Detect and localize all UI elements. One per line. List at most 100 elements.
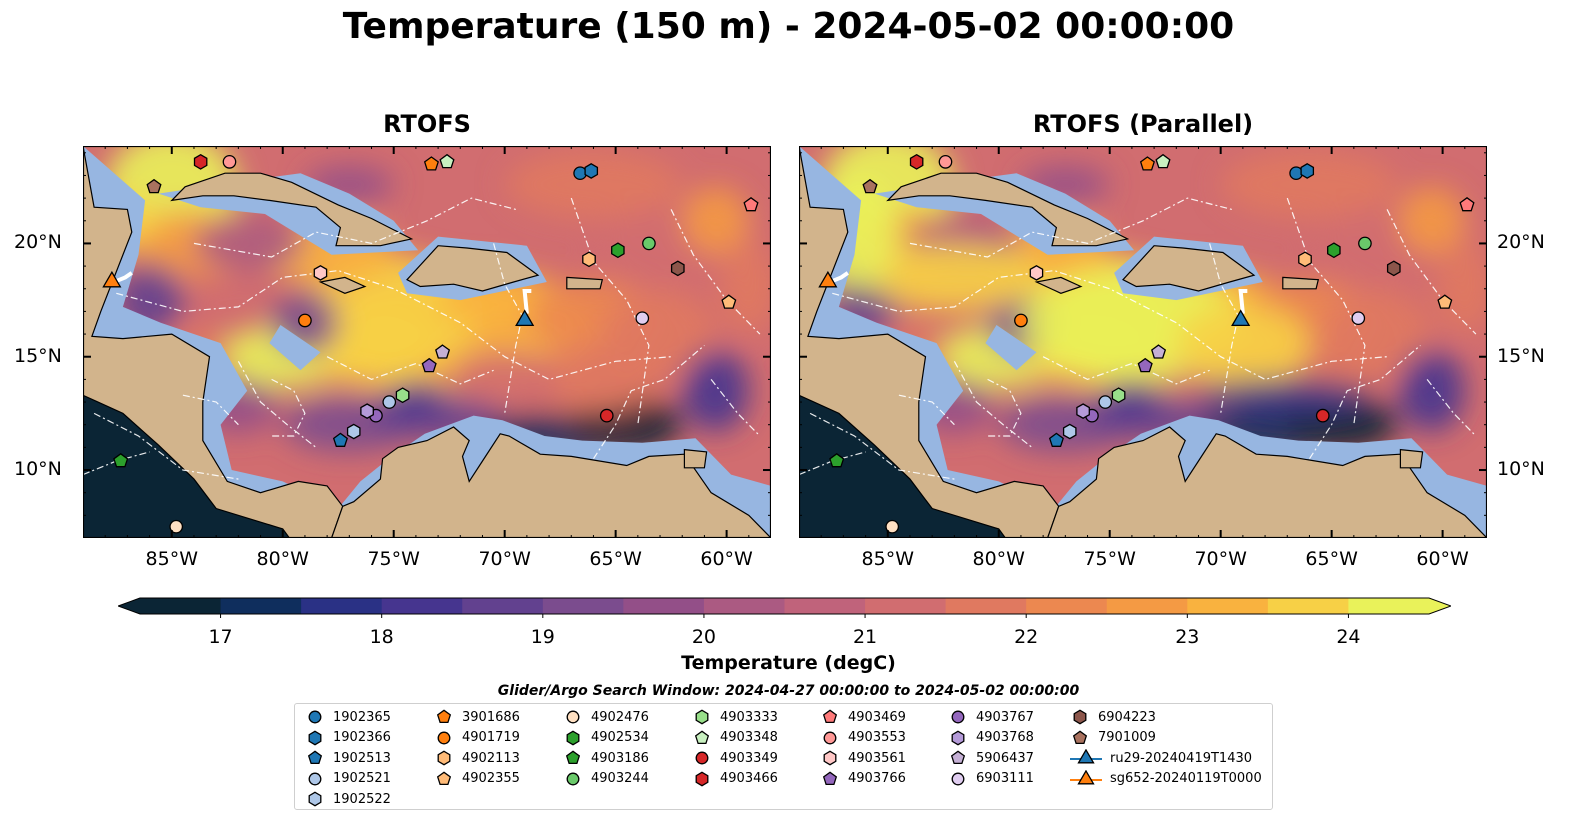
legend-marker-icon (566, 730, 580, 745)
colorbar-tick-label: 17 (208, 626, 233, 648)
legend-marker-hexagon (308, 791, 322, 807)
map-panel-rtofs-parallel[interactable] (799, 146, 1487, 538)
legend-marker-circle (566, 710, 580, 724)
colorbar-label: Temperature (degC) (681, 652, 896, 674)
legend-marker-hexagon (437, 750, 451, 766)
legend-item: 6903111 (948, 769, 1034, 789)
x-tick-label: 80°W (972, 548, 1025, 570)
legend-label: 4903333 (720, 709, 778, 725)
marker-4902113 (1298, 251, 1312, 268)
x-tick-label: 60°W (700, 548, 753, 570)
marker-4903553 (938, 155, 953, 169)
legend-item: 4903244 (563, 769, 649, 789)
marker-4903186 (829, 452, 845, 468)
legend-label: 1902521 (333, 771, 391, 786)
legend-label: 4903348 (720, 730, 778, 745)
legend-label: sg652-20240119T0000 (1110, 771, 1262, 786)
marker-1902513 (332, 432, 348, 447)
colorbar (118, 597, 1451, 618)
colorbar-tick-label: 23 (1175, 626, 1200, 648)
legend-label: 1902522 (333, 791, 391, 807)
marker-6904223 (670, 260, 685, 277)
legend-item: 1902366 (305, 728, 391, 748)
legend-item: 1902521 (305, 769, 391, 789)
colorbar-segment (381, 598, 463, 614)
colorbar-tick-label: 20 (691, 626, 717, 648)
colorbar-segment (784, 598, 866, 614)
legend-item: 4902476 (563, 707, 649, 727)
marker-4903349 (1315, 408, 1330, 423)
marker-4902113 (582, 251, 596, 268)
legend-marker-triangle (1077, 749, 1095, 764)
legend-item: 1902522 (305, 789, 391, 809)
legend-marker-icon (822, 770, 838, 785)
marker-4902355 (721, 294, 737, 309)
marker-1902513 (1048, 432, 1064, 447)
colorbar-tick-label: 24 (1336, 626, 1361, 648)
legend-marker-pentagon (307, 750, 323, 765)
marker-1902366 (1300, 163, 1315, 179)
marker-4902476 (169, 519, 184, 534)
legend-marker-icon (951, 772, 965, 785)
marker-4903469 (743, 196, 759, 212)
marker-4903766 (421, 357, 437, 373)
search-window-text: Glider/Argo Search Window: 2024-04-27 00… (497, 683, 1080, 699)
legend-marker-circle (308, 710, 322, 724)
legend-item: 3901686 (434, 707, 520, 727)
legend-marker-circle (951, 772, 965, 785)
colorbar-segment (1187, 598, 1269, 614)
panel-title-rtofs: RTOFS (383, 110, 471, 138)
marker-4903466 (909, 153, 924, 170)
legend: 1902365 1902366 1902513 1902521 1902522 39016… (294, 703, 1273, 810)
marker-4903469 (1459, 196, 1475, 212)
legend-label: 4901719 (462, 730, 520, 745)
marker-4903766 (1137, 357, 1153, 373)
legend-item: 4903768 (948, 728, 1034, 748)
marker-7901009 (146, 178, 162, 194)
legend-label: 4903466 (720, 771, 778, 786)
legend-item: 4903553 (820, 728, 906, 748)
marker-7901009 (862, 178, 878, 194)
marker-4902355 (1437, 294, 1453, 309)
marker-4903333 (1111, 387, 1126, 404)
colorbar-segment (945, 598, 1027, 614)
marker-6903111 (1351, 311, 1366, 326)
colorbar-tick-label: 18 (369, 626, 394, 648)
legend-marker-circle (951, 710, 965, 724)
colorbar-segment (1267, 598, 1350, 614)
x-tick-label: 85°W (861, 548, 914, 570)
legend-item: 4902113 (434, 748, 520, 768)
marker-4903349 (599, 408, 614, 423)
legend-marker-icon (436, 709, 452, 724)
legend-item: 4903766 (820, 769, 906, 789)
marker-4902476 (885, 519, 900, 534)
colorbar-segment (1106, 598, 1188, 614)
legend-label: 4903766 (848, 771, 906, 786)
legend-item: ru29-20240419T1430 (1070, 748, 1252, 768)
legend-marker-pentagon (822, 770, 838, 785)
legend-marker-icon (566, 772, 580, 785)
legend-label: 4903553 (848, 730, 906, 745)
marker-4903768 (1076, 403, 1090, 419)
map-panel-rtofs[interactable] (83, 146, 771, 538)
legend-marker-hexagon (823, 750, 837, 766)
marker-1902522 (1062, 423, 1077, 440)
legend-item: 4903466 (692, 769, 778, 789)
marker-ru29-20240419T1430 (515, 309, 535, 327)
legend-marker-hexagon (566, 730, 580, 745)
y-tick-label-left: 15°N (14, 344, 62, 367)
legend-marker-icon (1070, 749, 1102, 764)
legend-marker-icon (565, 750, 581, 765)
legend-label: 4902355 (462, 771, 520, 786)
legend-marker-icon (951, 710, 965, 724)
marker-sg652-20240119T0000 (818, 270, 838, 288)
legend-marker-icon (950, 750, 966, 765)
legend-marker-circle (823, 731, 837, 744)
marker-ru29-20240419T1430 (1231, 309, 1251, 327)
marker-4901719 (1014, 313, 1028, 328)
legend-label: 4903186 (591, 750, 649, 766)
legend-label: 7901009 (1098, 730, 1156, 745)
legend-marker-icon (823, 731, 837, 744)
colorbar-segment (865, 598, 947, 614)
legend-label: 1902365 (333, 709, 391, 725)
